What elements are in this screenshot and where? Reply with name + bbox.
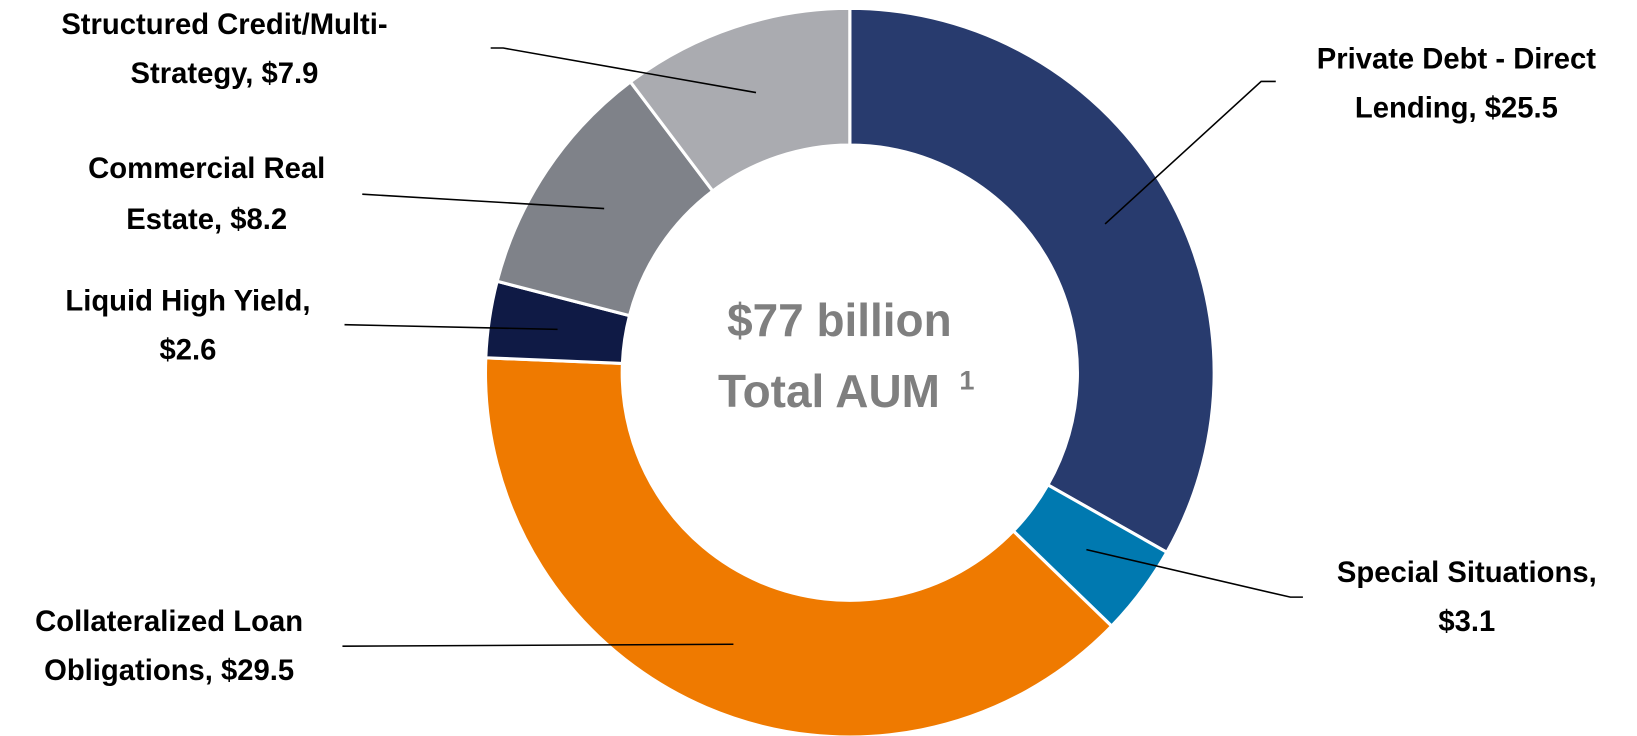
slice-label: Commercial Real (88, 153, 325, 185)
slice-label: $3.1 (1438, 606, 1495, 638)
slice-label: Structured Credit/Multi- (61, 9, 387, 41)
leader-line (342, 643, 734, 648)
slice-label: Estate, $8.2 (126, 204, 287, 236)
slice-label: Private Debt - Direct (1317, 43, 1597, 75)
leader-line (344, 323, 558, 331)
leader-line (362, 193, 605, 210)
leader-line (1086, 548, 1303, 598)
slice-label: Special Situations, (1337, 557, 1597, 589)
slice-label: Collateralized Loan (35, 606, 303, 638)
slice-label: Lending, $25.5 (1355, 92, 1558, 124)
slice-label: Strategy, $7.9 (131, 58, 319, 90)
center-text: $77 billion (727, 294, 952, 346)
center-text: Total AUM (718, 365, 940, 417)
donut-slice (848, 6, 1216, 555)
slice-label: Obligations, $29.5 (44, 655, 294, 687)
slice-label: Liquid High Yield, (65, 285, 310, 317)
center-superscript: 1 (959, 364, 974, 395)
leader-line (1104, 80, 1276, 225)
slice-label: $2.6 (159, 335, 216, 367)
donut-slice (628, 6, 852, 194)
leader-line (490, 47, 757, 94)
